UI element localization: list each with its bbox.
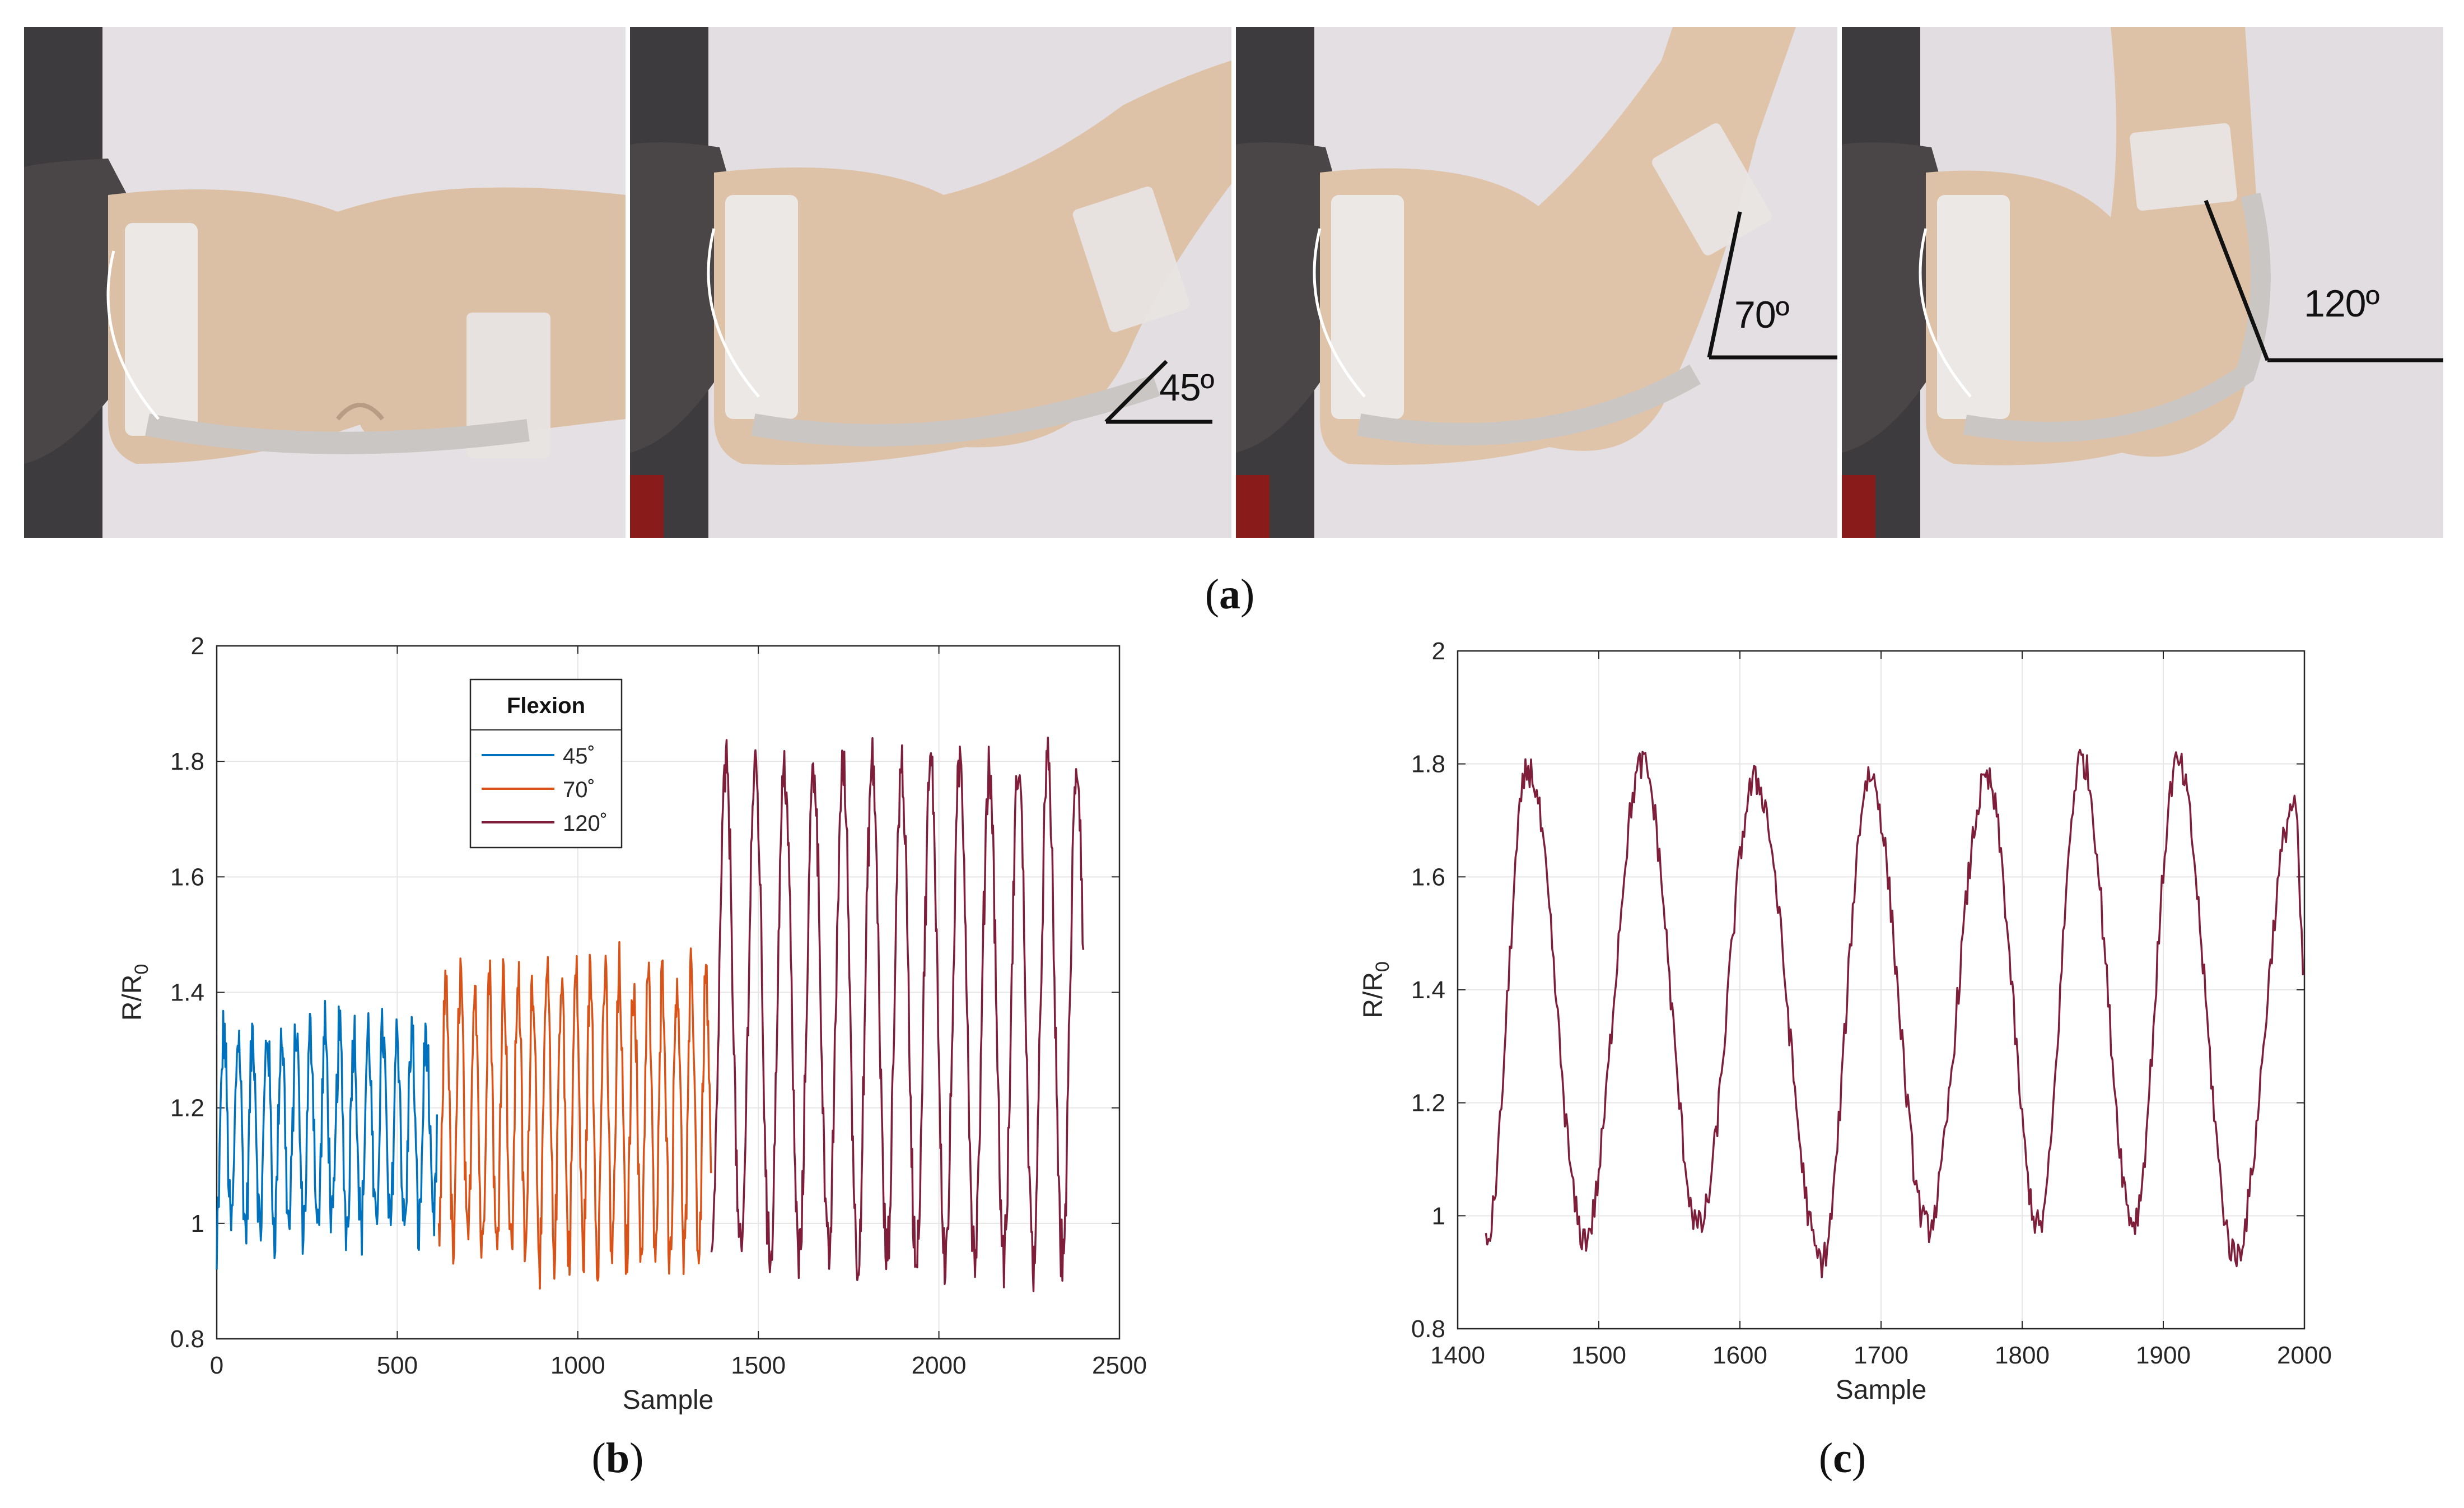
y-tick-label: 0.8 [1411,1315,1445,1343]
x-tick-label: 2000 [2277,1342,2332,1369]
legend-box [469,678,623,849]
photo-panel-120: 120º [1842,27,2443,538]
y-tick-label: 2 [191,632,204,660]
plot-frame [1457,650,2306,1330]
caption-a: (a) [1205,571,1255,618]
y-axis-label: R/R0 [118,964,152,1021]
x-tick-label: 1500 [731,1352,786,1379]
y-tick-label: 1.2 [170,1095,204,1122]
legend-title: Flexion [507,694,585,718]
arm-illustration [1842,27,2443,538]
y-tick-label: 1 [191,1210,204,1237]
y-tick-label: 0.8 [170,1325,204,1353]
series-line-0 [1485,748,2304,1278]
x-axis-label: Sample [1836,1375,1927,1405]
x-tick-label: 1700 [1854,1342,1908,1369]
y-tick-label: 1.6 [170,863,204,891]
x-tick-label: 0 [210,1352,223,1379]
y-tick-label: 1.4 [170,979,204,1007]
x-tick-label: 1400 [1430,1342,1485,1369]
chart-c-group: 1400 1500 1600 1700 1800 1900 2000 0.8 1 1.2 1.4 1.… [1359,637,2332,1405]
plot-frame [216,645,1121,1340]
y-tick-label: 1.8 [170,748,204,775]
series-line-2 [710,736,1085,1292]
y-tick-label: 2 [1432,637,1445,665]
angle-label: 120º [2304,282,2379,325]
photo-strip: 45º 70º [24,27,2443,538]
x-tick-label: 2000 [912,1352,967,1379]
y-axis-label: R/R0 [1359,961,1393,1018]
x-tick-label: 2500 [1092,1352,1147,1379]
series-line-0 [216,1000,438,1270]
x-tick-label: 1900 [2136,1342,2191,1369]
arm-illustration [1236,27,1837,538]
series-line-1 [437,941,712,1290]
y-tick-label: 1.6 [1411,863,1445,891]
y-tick-label: 1.8 [1411,751,1445,778]
caption-b: (b) [591,1435,644,1482]
photo-panel-70: 70º [1236,27,1837,538]
legend-label: 70˚ [563,778,595,802]
y-tick-label: 1.4 [1411,976,1445,1004]
arm-illustration [630,27,1231,538]
x-tick-label: 1000 [550,1352,605,1379]
photo-panel-45: 45º [630,27,1231,538]
legend-label: 45˚ [563,744,595,769]
arm-illustration [24,27,626,538]
x-axis-label: Sample [623,1385,714,1415]
chart-b-group: 0 500 1000 1500 2000 2500 0.8 1 1.2 1.4 1.6 1.8 2 Sam… [118,632,1147,1415]
x-tick-label: 1500 [1571,1342,1626,1369]
angle-label: 45º [1159,366,1214,409]
y-tick-label: 1.2 [1411,1090,1445,1117]
caption-c: (c) [1818,1435,1866,1482]
photo-panel-straight-arm [24,27,626,538]
y-tick-label: 1 [1432,1202,1445,1230]
x-tick-label: 500 [377,1352,418,1379]
x-tick-label: 1800 [1995,1342,2050,1369]
legend-label: 120˚ [563,811,608,836]
x-tick-label: 1600 [1712,1342,1767,1369]
angle-label: 70º [1734,294,1789,336]
